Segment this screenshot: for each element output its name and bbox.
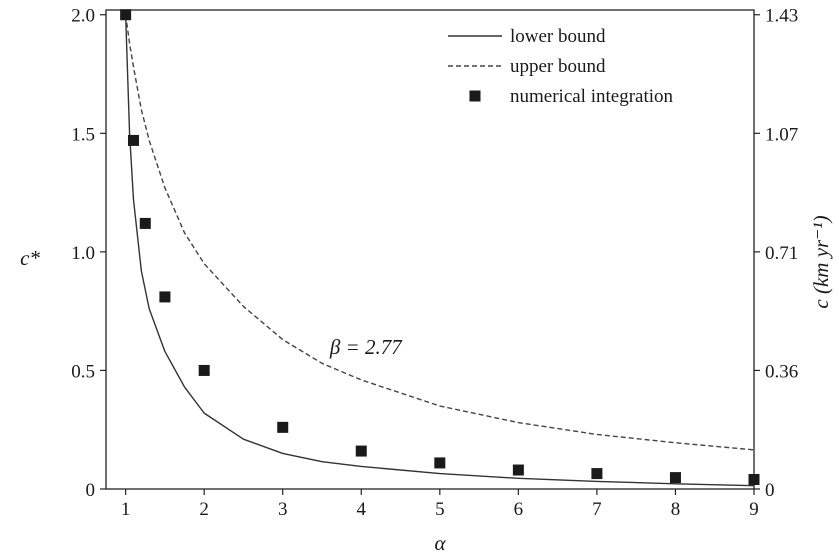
numerical-integration-marker xyxy=(748,474,760,486)
legend-swatch-numerical-integration xyxy=(469,90,481,102)
numerical-integration-marker xyxy=(198,364,210,376)
y-right-tick-label: 0 xyxy=(765,480,775,501)
numerical-integration-marker xyxy=(139,217,151,229)
x-tick-label: 5 xyxy=(435,499,445,520)
lower-bound-line xyxy=(124,14,755,487)
x-tick-label: 3 xyxy=(278,499,288,520)
legend-label: lower bound xyxy=(510,26,606,47)
y-left-tick-label: 1.0 xyxy=(71,243,95,264)
legend-label: upper bound xyxy=(510,56,606,77)
y-axis-label-right: c (km yr⁻¹) xyxy=(809,215,833,308)
y-right-tick-label: 0.36 xyxy=(765,361,798,382)
y-right-tick-label: 0.71 xyxy=(765,243,798,264)
x-axis-label: α xyxy=(434,531,446,555)
y-axis-label-left: c* xyxy=(20,246,40,270)
legend: lower bound upper bound numerical integrat… xyxy=(448,26,674,107)
axis-ticks: 1 2 3 4 5 6 7 8 900.51.01.52.000.360.711.071.43 xyxy=(71,6,798,520)
upper-bound-line xyxy=(124,14,755,451)
y-left-tick-label: 0.5 xyxy=(71,361,95,382)
axis-labels: α c* c (km yr⁻¹) xyxy=(20,215,833,555)
y-left-tick-label: 0 xyxy=(86,480,96,501)
numerical-integration-marker xyxy=(434,457,446,469)
legend-label: numerical integration xyxy=(510,86,674,107)
numerical-integration-marker xyxy=(591,468,603,480)
y-left-tick-label: 2.0 xyxy=(71,6,95,27)
x-tick-label: 8 xyxy=(671,499,681,520)
numerical-integration-marker xyxy=(512,464,524,476)
numerical-integration-marker xyxy=(355,445,367,457)
x-tick-label: 7 xyxy=(592,499,602,520)
y-right-tick-label: 1.07 xyxy=(765,124,798,145)
beta-annotation: β = 2.77 xyxy=(329,335,403,359)
x-tick-label: 6 xyxy=(514,499,524,520)
y-left-tick-label: 1.5 xyxy=(71,124,95,145)
series-layer xyxy=(120,9,760,487)
numerical-integration-marker xyxy=(277,421,289,433)
y-right-tick-label: 1.43 xyxy=(765,6,798,27)
numerical-integration-marker xyxy=(127,134,139,146)
numerical-integration-marker xyxy=(120,9,132,21)
plot-frame xyxy=(105,9,755,490)
numerical-integration-marker xyxy=(159,291,171,303)
x-tick-label: 4 xyxy=(357,499,367,520)
x-tick-label: 1 xyxy=(121,499,131,520)
numerical-integration-marker xyxy=(669,472,681,484)
plot-border xyxy=(105,9,755,490)
x-tick-label: 2 xyxy=(199,499,209,520)
x-tick-label: 9 xyxy=(749,499,759,520)
